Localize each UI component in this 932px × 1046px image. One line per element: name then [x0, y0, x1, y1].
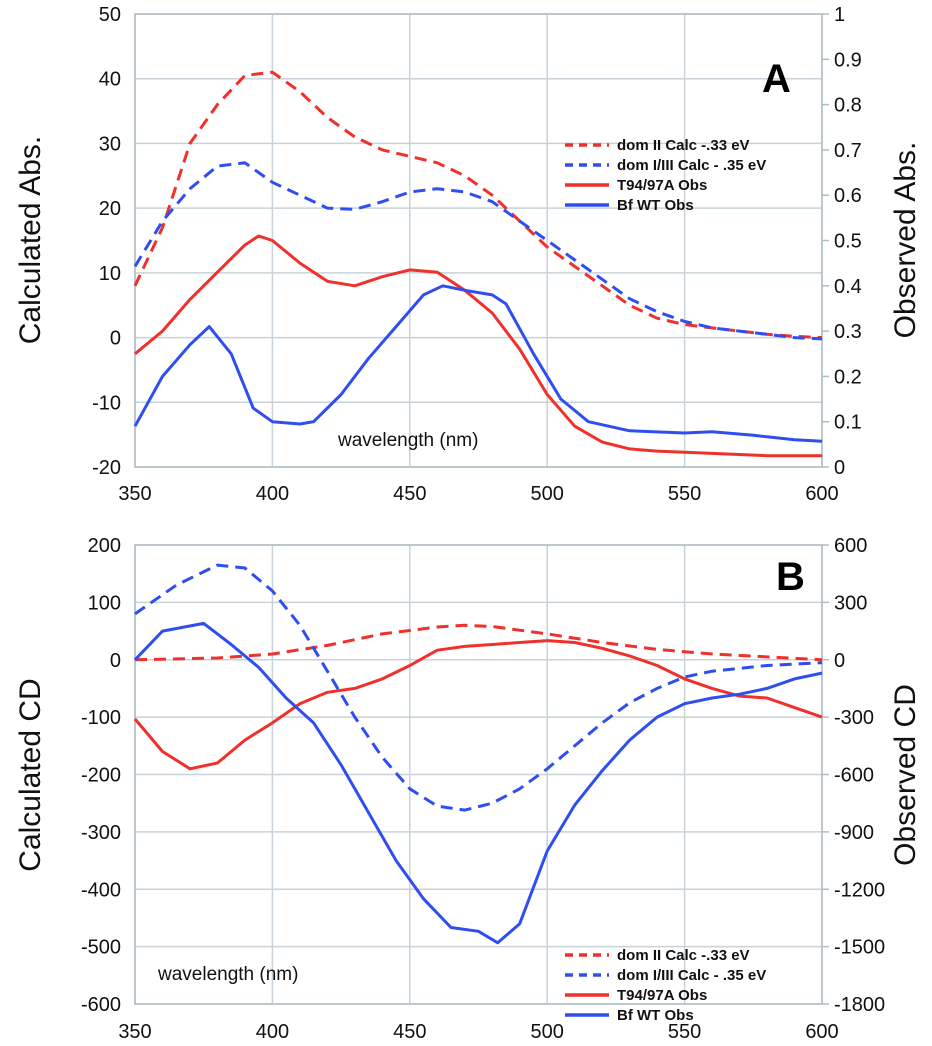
x-tick-label: 600 [805, 1021, 838, 1043]
panel-label: B [776, 555, 805, 599]
y-tick-label: -10 [92, 392, 121, 414]
legend: dom II Calc -.33 eV dom I/III Calc - .35 … [565, 137, 766, 214]
y-tick-label: -600 [81, 994, 121, 1016]
y-tick-label: -300 [81, 822, 121, 844]
y2-axis-label: Observed CD [889, 684, 922, 866]
y-tick-label: 20 [99, 198, 121, 220]
y2-tick-label: 0.3 [834, 321, 862, 343]
plot-frame [134, 544, 823, 1005]
y2-tick-label: 600 [834, 535, 867, 557]
x-tick-label: 350 [118, 1021, 151, 1043]
y2-tick-label: 0.8 [834, 95, 862, 117]
y-tick-label: 50 [99, 4, 121, 26]
legend-entry: dom I/III Calc - .35 eV [617, 157, 766, 174]
y-tick-label: -100 [81, 707, 121, 729]
legend-entry: Bf WT Obs [617, 197, 694, 214]
y2-tick-label: -1200 [834, 879, 885, 901]
y2-tick-label: -600 [834, 765, 874, 787]
y2-tick-label: 0 [834, 650, 845, 672]
x-tick-label: 450 [393, 483, 426, 505]
legend-entry: dom II Calc -.33 eV [617, 947, 750, 964]
y2-tick-label: -300 [834, 707, 874, 729]
y2-tick-label: 0.9 [834, 49, 862, 71]
x-tick-label: 550 [668, 483, 701, 505]
y-tick-label: -400 [81, 879, 121, 901]
y2-tick-label: 0.4 [834, 276, 862, 298]
series-line-2 [134, 234, 822, 458]
series-line-0 [133, 70, 823, 340]
series-line-0 [134, 623, 823, 662]
y2-tick-label: 1 [834, 4, 845, 26]
y2-axis-label: Observed Abs. [889, 142, 922, 339]
y-tick-label: 100 [88, 592, 121, 614]
y-tick-label: -200 [81, 765, 121, 787]
x-tick-label: 400 [256, 1021, 289, 1043]
y2-tick-label: 300 [834, 592, 867, 614]
y2-tick-label: 0.1 [834, 412, 862, 434]
y-tick-label: 10 [99, 263, 121, 285]
series-line-1 [134, 563, 823, 812]
y2-tick-label: -1500 [834, 937, 885, 959]
legend: dom II Calc -.33 eV dom I/III Calc - .35 … [565, 947, 766, 1024]
y-tick-label: 40 [99, 69, 121, 91]
y2-tick-label: -1800 [834, 994, 885, 1016]
y-tick-label: -500 [81, 937, 121, 959]
series-line-3 [133, 621, 823, 945]
y-axis-label: Calculated Abs. [14, 136, 47, 344]
y2-tick-label: 0 [834, 457, 845, 479]
y2-tick-label: 0.6 [834, 185, 862, 207]
series-line-1 [133, 161, 823, 341]
plot-frame [134, 13, 823, 468]
panel-label: A [762, 57, 791, 101]
y-tick-label: 0 [110, 650, 121, 672]
legend-entry: Bf WT Obs [617, 1007, 694, 1024]
x-tick-label: 350 [118, 483, 151, 505]
legend-entry: dom I/III Calc - .35 eV [617, 967, 766, 984]
y-axis-label: Calculated CD [14, 678, 47, 871]
x-tick-label: 450 [393, 1021, 426, 1043]
legend-entry: dom II Calc -.33 eV [617, 137, 750, 154]
series-line-3 [133, 284, 823, 443]
legend-entry: T94/97A Obs [617, 177, 707, 194]
x-tick-label: 550 [668, 1021, 701, 1043]
x-tick-label: 500 [531, 1021, 564, 1043]
x-axis-label: wavelength (nm) [157, 964, 298, 985]
y-tick-label: 30 [99, 133, 121, 155]
x-tick-label: 400 [256, 483, 289, 505]
panel-A: 350 400 450 500 550 600-20-100102030405000.10… [14, 4, 922, 505]
y-tick-label: -20 [92, 457, 121, 479]
y-tick-label: 0 [110, 328, 121, 350]
y-tick-label: 200 [88, 535, 121, 557]
x-tick-label: 600 [805, 483, 838, 505]
x-tick-label: 500 [531, 483, 564, 505]
series-line-2 [133, 639, 823, 771]
panel-B: 350 400 450 500 550 600 -600 -500 -400 -300 -200 -1… [14, 535, 922, 1043]
legend-entry: T94/97A Obs [617, 987, 707, 1004]
x-axis-label: wavelength (nm) [337, 430, 478, 451]
y2-tick-label: 0.7 [834, 140, 862, 162]
y2-tick-label: -900 [834, 822, 874, 844]
y2-tick-label: 0.2 [834, 366, 862, 388]
y2-tick-label: 0.5 [834, 231, 862, 253]
